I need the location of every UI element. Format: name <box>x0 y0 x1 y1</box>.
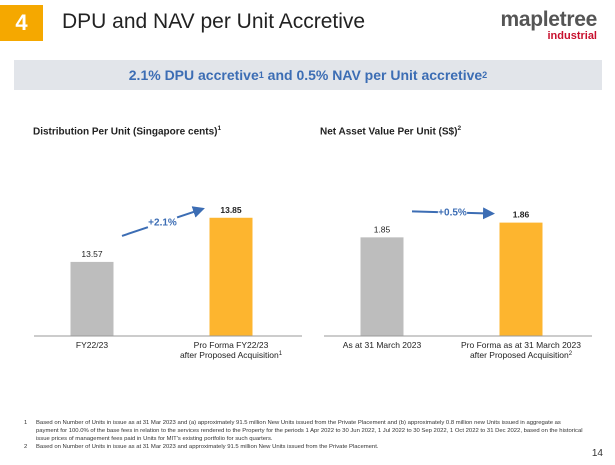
dpu-bar-1 <box>70 261 114 336</box>
nav-value-label-1: 1.85 <box>374 224 391 234</box>
footnote-2: 2 Based on Number of Units in issue as a… <box>24 444 584 452</box>
dpu-category-label-2-line-2: after Proposed Acquisition1 <box>180 350 283 360</box>
dpu-chart-title-sup: 1 <box>217 125 222 132</box>
banner-text-dpu: 2.1% DPU accretive <box>128 67 259 83</box>
nav-bar-chart: 1.85 As at 31 March 2023 1.86 Pro Forma as … <box>324 207 592 360</box>
nav-value-label-2: 1.86 <box>513 210 530 220</box>
nav-category-sup-2: 2 <box>569 351 573 357</box>
section-number-badge: 4 <box>0 5 43 41</box>
nav-category-label-2-line-1: Pro Forma as at 31 March 2023 <box>461 340 581 350</box>
dpu-category-label-1: FY22/23 <box>76 340 108 350</box>
logo-wordmark: mapletree <box>500 8 597 31</box>
nav-chart-title-text: Net Asset Value Per Unit (S$) <box>320 126 458 138</box>
banner-text-nav: and 0.5% NAV per Unit accretive <box>263 67 483 83</box>
dpu-category-sup-2: 1 <box>279 351 283 357</box>
page-number: 14 <box>591 448 603 459</box>
dpu-value-label-2: 13.85 <box>220 205 242 215</box>
footnote-2-text: Based on Number of Units in issue as at … <box>36 443 379 450</box>
nav-chart-title: Net Asset Value Per Unit (S$)2 <box>320 125 461 137</box>
company-logo: mapletree industrial <box>500 9 597 42</box>
page-title: DPU and NAV per Unit Accretive <box>62 10 366 33</box>
nav-change-arrow-head <box>467 207 495 220</box>
highlight-banner: 2.1% DPU accretive 1 and 0.5% NAV per Uni… <box>14 60 602 90</box>
footnote-1: 1 Based on Number of Units in issue as a… <box>24 420 584 444</box>
nav-category-label-2-line-2: after Proposed Acquisition2 <box>470 350 573 360</box>
dpu-change-label: +2.1% <box>148 217 177 228</box>
nav-chart-title-sup: 2 <box>457 125 462 132</box>
dpu-chart-title-text: Distribution Per Unit (Singapore cents) <box>33 126 218 138</box>
footnote-1-number: 1 <box>24 420 28 426</box>
nav-change-arrow-tail <box>411 210 438 214</box>
banner-footnote-ref-1: 1 <box>258 70 264 80</box>
footnotes: 1 Based on Number of Units in issue as a… <box>24 420 584 452</box>
nav-bar-1 <box>360 237 404 336</box>
footnote-2-number: 2 <box>24 443 28 450</box>
footnote-1-text: Based on Number of Units in issue as at … <box>36 420 583 442</box>
dpu-category-label-2-line-1: Pro Forma FY22/23 <box>194 340 269 350</box>
dpu-change-arrow-tail <box>121 226 149 237</box>
dpu-chart-title: Distribution Per Unit (Singapore cents)1 <box>33 125 221 137</box>
dpu-value-label-1: 13.57 <box>81 249 103 259</box>
dpu-change-arrow-head <box>176 206 205 219</box>
dpu-bar-2 <box>209 217 253 336</box>
logo-subtitle: industrial <box>547 30 597 42</box>
banner-footnote-ref-2: 2 <box>482 70 488 80</box>
dpu-bar-chart: 13.57 FY22/23 13.85 Pro Forma FY22/23after … <box>34 205 302 360</box>
nav-bar-2 <box>499 222 543 336</box>
nav-change-label: +0.5% <box>438 207 467 218</box>
nav-category-label-1: As at 31 March 2023 <box>343 340 422 350</box>
